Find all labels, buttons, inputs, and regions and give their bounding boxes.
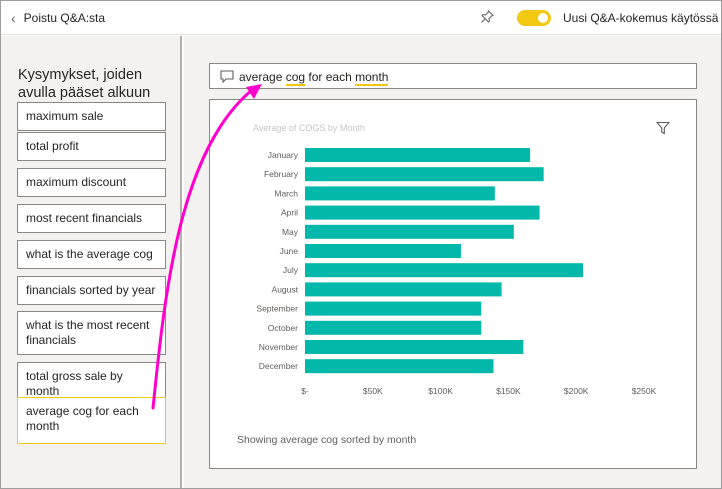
question-chip[interactable]: most recent financials: [17, 204, 166, 233]
x-tick-label: $-: [301, 386, 309, 396]
pin-icon[interactable]: [479, 9, 495, 25]
question-chip[interactable]: maximum sale: [17, 102, 166, 131]
new-qa-toggle[interactable]: [517, 10, 551, 26]
chevron-left-icon: ‹: [11, 10, 16, 26]
qa-main-area: average cog for each month Average of CO…: [184, 36, 721, 488]
question-word: for each: [305, 70, 356, 84]
speech-bubble-icon: [220, 70, 234, 83]
category-label: May: [282, 227, 299, 237]
question-keyword: month: [355, 70, 389, 86]
question-text[interactable]: average cog for each month: [239, 70, 389, 86]
question-chip[interactable]: what is the average cog: [17, 240, 166, 269]
suggested-questions-panel: Kysymykset, joiden avulla pääset alkuun …: [1, 36, 182, 488]
chart-title: Average of COGS by Month: [253, 123, 365, 133]
exit-qa-button[interactable]: ‹ Poistu Q&A:sta: [11, 11, 105, 25]
category-label: January: [268, 150, 299, 160]
x-tick-label: $250K: [632, 386, 657, 396]
category-label: July: [283, 265, 299, 275]
bar-chart: January February March April May June July Augu…: [256, 148, 657, 396]
category-label: August: [272, 284, 299, 294]
question-input[interactable]: average cog for each month: [209, 63, 697, 89]
bar[interactable]: [305, 340, 524, 354]
category-label: September: [256, 304, 298, 314]
bar[interactable]: [305, 320, 482, 335]
bar[interactable]: [305, 186, 495, 201]
bar[interactable]: [305, 301, 482, 316]
category-label: October: [268, 323, 298, 333]
bar[interactable]: [305, 282, 502, 297]
question-keyword: cog: [285, 70, 306, 86]
question-chip-selected[interactable]: average cog for each month: [17, 397, 166, 444]
exit-qa-label: Poistu Q&A:sta: [23, 11, 106, 25]
category-label: April: [281, 208, 298, 218]
question-chip[interactable]: what is the most recent financials: [17, 311, 166, 355]
x-tick-label: $100K: [428, 386, 453, 396]
bar[interactable]: [305, 224, 514, 239]
bar[interactable]: [305, 167, 544, 182]
category-label: June: [280, 246, 299, 256]
question-word: average: [239, 70, 286, 84]
question-chip[interactable]: financials sorted by year: [17, 276, 166, 305]
category-label: November: [259, 342, 298, 352]
bar[interactable]: [305, 263, 583, 278]
x-tick-label: $150K: [496, 386, 521, 396]
filter-icon[interactable]: [656, 121, 670, 135]
x-tick-label: $50K: [363, 386, 383, 396]
new-qa-toggle-label: Uusi Q&A-kokemus käytössä: [563, 11, 719, 25]
category-label: February: [264, 169, 299, 179]
bar[interactable]: [305, 359, 494, 374]
x-tick-label: $200K: [564, 386, 589, 396]
category-label: March: [274, 188, 298, 198]
question-chip[interactable]: total profit: [17, 132, 166, 161]
toggle-knob: [538, 13, 548, 23]
category-label: December: [259, 361, 298, 371]
answer-visual-card: Average of COGS by Month January February…: [209, 99, 697, 469]
question-chip[interactable]: maximum discount: [17, 168, 166, 197]
bar[interactable]: [305, 205, 540, 220]
bar[interactable]: [305, 244, 461, 258]
answer-caption: Showing average cog sorted by month: [237, 434, 417, 446]
bar[interactable]: [305, 148, 531, 162]
top-bar: ‹ Poistu Q&A:sta Uusi Q&A-kokemus käytös…: [1, 1, 721, 35]
panel-title: Kysymykset, joiden avulla pääset alkuun: [18, 67, 151, 101]
